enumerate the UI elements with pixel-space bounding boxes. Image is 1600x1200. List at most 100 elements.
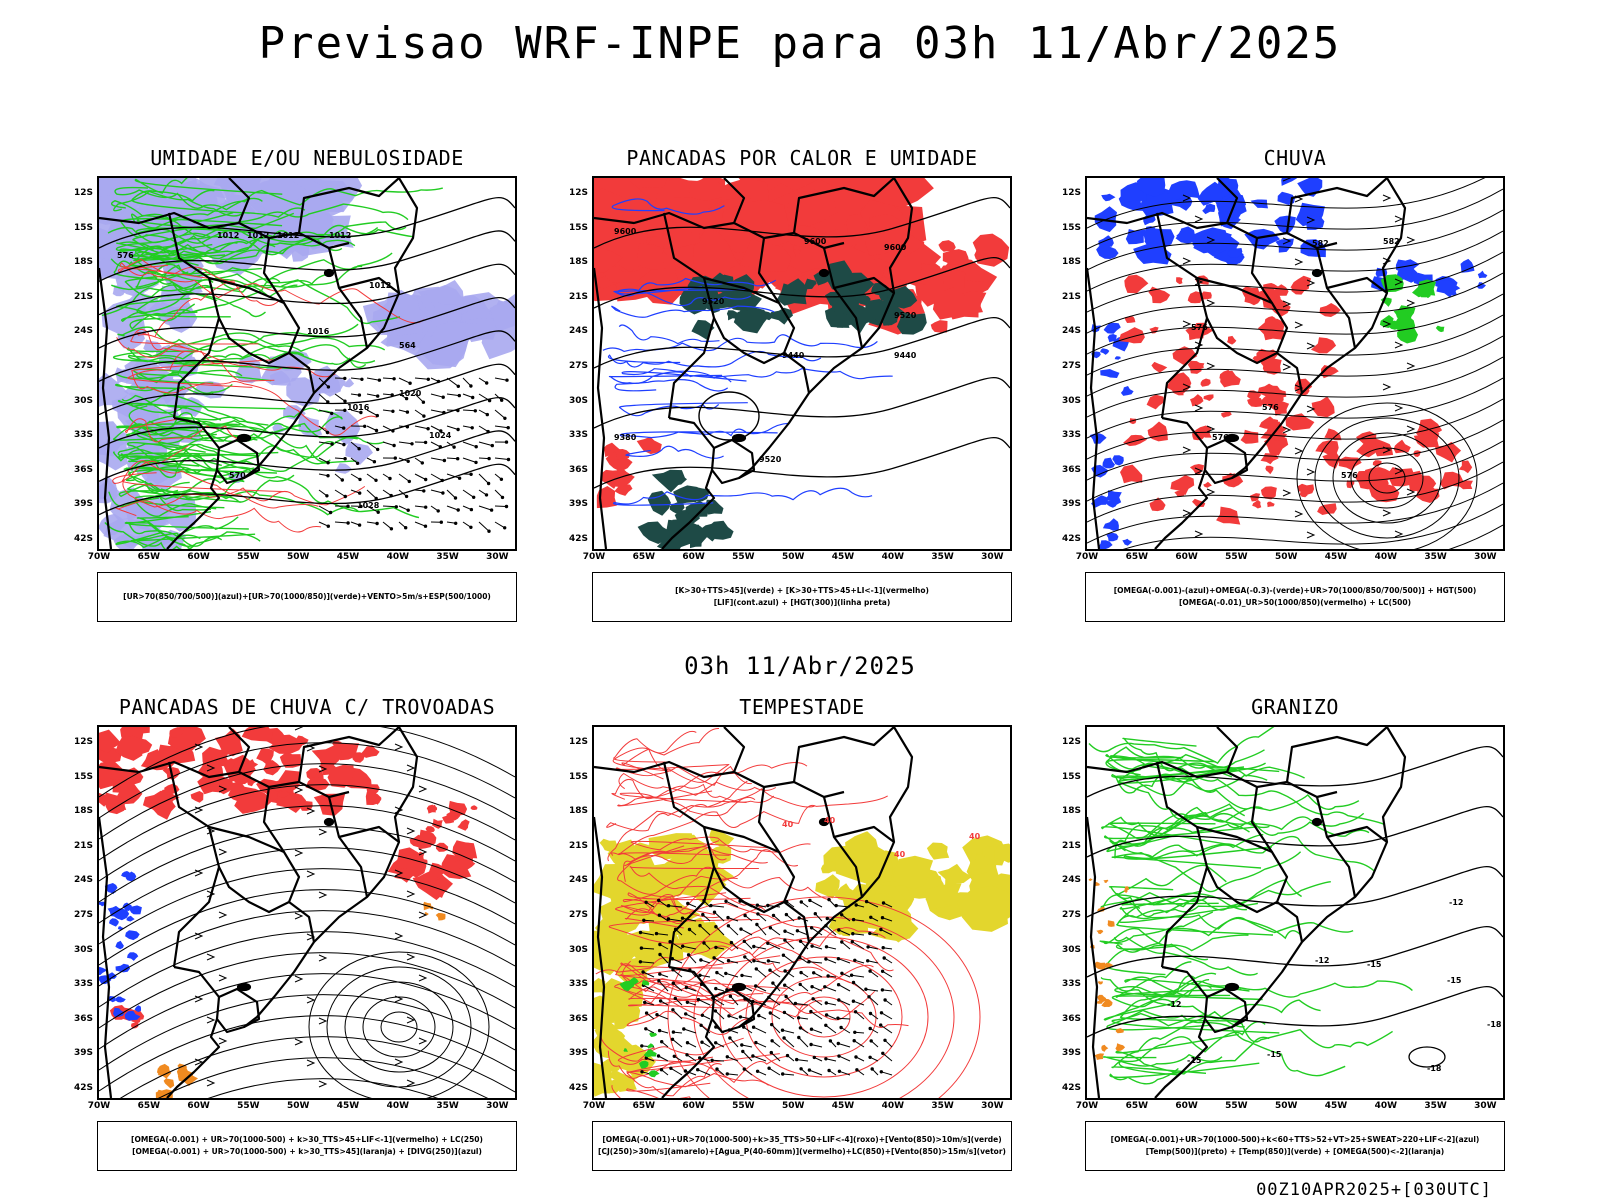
lc250-streamlines bbox=[99, 727, 515, 1098]
contour-label: -15 bbox=[1267, 1050, 1282, 1059]
panel-title: GRANIZO bbox=[1251, 695, 1339, 719]
lat-tick-label: 39S bbox=[568, 1048, 588, 1059]
lon-tick-label: 45W bbox=[1324, 552, 1348, 562]
lon-tick-label: 70W bbox=[87, 552, 111, 562]
lat-tick-label: 39S bbox=[1061, 499, 1081, 510]
wind-green-fill bbox=[619, 977, 660, 1078]
lat-tick-label: 33S bbox=[1061, 430, 1081, 441]
lon-tick-label: 45W bbox=[1324, 1101, 1348, 1111]
lat-tick-label: 15S bbox=[1061, 222, 1081, 233]
lat-tick-label: 36S bbox=[73, 1013, 93, 1024]
lon-tick-label: 45W bbox=[831, 552, 855, 562]
contour-label: 9520 bbox=[894, 311, 917, 320]
map-svg: -12 -12 -12 -15 -15 -15 -15 -18 -18 bbox=[1087, 727, 1503, 1098]
lat-tick-label: 42S bbox=[568, 1083, 588, 1093]
lon-tick-label: 50W bbox=[781, 552, 805, 562]
lat-tick-label: 30S bbox=[568, 944, 588, 955]
contour-label: -15 bbox=[1367, 960, 1382, 969]
contour-label: 576 bbox=[1212, 433, 1229, 442]
lon-tick-label: 70W bbox=[87, 1101, 111, 1111]
lc850-ring bbox=[693, 916, 955, 1098]
lon-tick-label: 30W bbox=[1474, 1101, 1497, 1111]
contour-label: 576 bbox=[1341, 471, 1358, 480]
thunder-red-fill bbox=[99, 727, 478, 1029]
lat-tick-label: 15S bbox=[73, 771, 93, 782]
legend-line: [UR>70(850/700/500)](azul)+[UR>70(1000/8… bbox=[123, 592, 491, 601]
lat-tick-label: 36S bbox=[1061, 1013, 1081, 1024]
contour-labels: -12 -12 -12 -15 -15 -15 -15 -18 -18 bbox=[1167, 898, 1502, 1073]
lat-tick-label: 12S bbox=[568, 737, 588, 747]
contour-labels: 40 40 40 40 bbox=[782, 816, 981, 859]
panel-title: PANCADAS POR CALOR E UMIDADE bbox=[626, 146, 978, 170]
map-svg: 582 582 576 576 576 576 bbox=[1087, 178, 1503, 549]
contour-label: 40 bbox=[894, 850, 906, 859]
lon-tick-label: 65W bbox=[1125, 1101, 1149, 1111]
lon-tick-label: 65W bbox=[1125, 552, 1149, 562]
lon-tick-label: 45W bbox=[336, 552, 360, 562]
lon-tick-label: 50W bbox=[1274, 552, 1298, 562]
lon-tick-label: 55W bbox=[237, 1101, 260, 1111]
lat-tick-label: 27S bbox=[1061, 910, 1081, 920]
lon-tick-label: 65W bbox=[137, 1101, 161, 1111]
lat-tick-label: 18S bbox=[568, 806, 588, 817]
forecast-time-title: 03h 11/Abr/2025 bbox=[684, 652, 916, 680]
contour-label: 582 bbox=[1383, 237, 1400, 246]
contour-label: -12 bbox=[1449, 898, 1463, 907]
lat-tick-label: 30S bbox=[73, 395, 93, 406]
contour-label: -15 bbox=[1187, 1056, 1202, 1065]
lat-tick-label: 12S bbox=[73, 188, 93, 198]
lon-tick-label: 60W bbox=[187, 1101, 210, 1111]
panel-legend: [OMEGA(-0.001)+UR>70(1000-500)+k>35_TTS>… bbox=[592, 1121, 1012, 1171]
map-area: 582 582 576 576 576 576 bbox=[1085, 176, 1505, 551]
legend-line: [OMEGA(-0.001)+UR>70(1000-500)+k>35_TTS>… bbox=[602, 1135, 1002, 1144]
map-svg bbox=[99, 727, 515, 1098]
legend-line: [OMEGA(-0.001) + UR>70(1000-500) + k>30_… bbox=[131, 1135, 483, 1144]
panel-legend: [OMEGA(-0.001)+UR>70(1000-500)+k<60+TTS>… bbox=[1085, 1121, 1505, 1171]
panel-legend: [OMEGA(-0.001)-(azul)+OMEGA(-0.3)-(verde… bbox=[1085, 572, 1505, 622]
lat-tick-label: 18S bbox=[1061, 257, 1081, 268]
map-area bbox=[97, 725, 517, 1100]
legend-line: [Temp(500)](preto) + [Temp(850)](verde) … bbox=[1145, 1147, 1445, 1156]
lon-tick-label: 30W bbox=[486, 552, 509, 562]
lon-tick-label: 40W bbox=[881, 1101, 905, 1111]
lon-tick-label: 40W bbox=[386, 552, 410, 562]
lat-tick-label: 42S bbox=[568, 534, 588, 544]
contour-label: 582 bbox=[1312, 239, 1329, 248]
lat-tick-label: 36S bbox=[568, 464, 588, 475]
lat-tick-label: 15S bbox=[568, 222, 588, 233]
lat-tick-label: 27S bbox=[1061, 361, 1081, 371]
lat-tick-label: 33S bbox=[1061, 979, 1081, 990]
contour-label: 9600 bbox=[804, 237, 827, 246]
map-svg: 9600 9600 9600 9520 9520 9440 9440 9380 9520 bbox=[594, 178, 1010, 549]
lat-tick-label: 30S bbox=[568, 395, 588, 406]
lat-tick-label: 39S bbox=[73, 1048, 93, 1059]
contour-label: 40 bbox=[824, 816, 836, 825]
country-borders bbox=[99, 178, 419, 549]
lat-tick-label: 33S bbox=[568, 979, 588, 990]
lon-tick-label: 50W bbox=[1274, 1101, 1298, 1111]
country-borders bbox=[1087, 727, 1407, 1098]
lc850-ring bbox=[667, 896, 981, 1098]
lat-tick-label: 27S bbox=[568, 910, 588, 920]
panel-legend: [UR>70(850/700/500)](azul)+[UR>70(1000/8… bbox=[97, 572, 517, 622]
lat-tick-label: 18S bbox=[73, 257, 93, 268]
country-borders bbox=[99, 727, 419, 1098]
lon-tick-label: 40W bbox=[1374, 552, 1398, 562]
lon-tick-label: 70W bbox=[1075, 1101, 1099, 1111]
lat-tick-label: 27S bbox=[568, 361, 588, 371]
lat-tick-label: 27S bbox=[73, 910, 93, 920]
panel-legend: [OMEGA(-0.001) + UR>70(1000-500) + k>30_… bbox=[97, 1121, 517, 1171]
contour-label: 564 bbox=[399, 341, 416, 350]
lon-tick-label: 45W bbox=[831, 1101, 855, 1111]
lon-tick-label: 60W bbox=[187, 552, 210, 562]
lat-tick-label: 33S bbox=[73, 979, 93, 990]
lat-tick-label: 24S bbox=[1061, 875, 1081, 886]
lon-tick-label: 35W bbox=[1424, 552, 1447, 562]
contour-labels: 582 582 576 576 576 576 bbox=[1191, 237, 1400, 480]
lat-tick-label: 12S bbox=[1061, 188, 1081, 198]
contour-label: -12 bbox=[1167, 1000, 1181, 1009]
lat-tick-label: 18S bbox=[73, 806, 93, 817]
contour-label: 9380 bbox=[614, 433, 637, 442]
contour-label: 576 bbox=[117, 251, 134, 260]
lon-tick-label: 70W bbox=[582, 552, 606, 562]
